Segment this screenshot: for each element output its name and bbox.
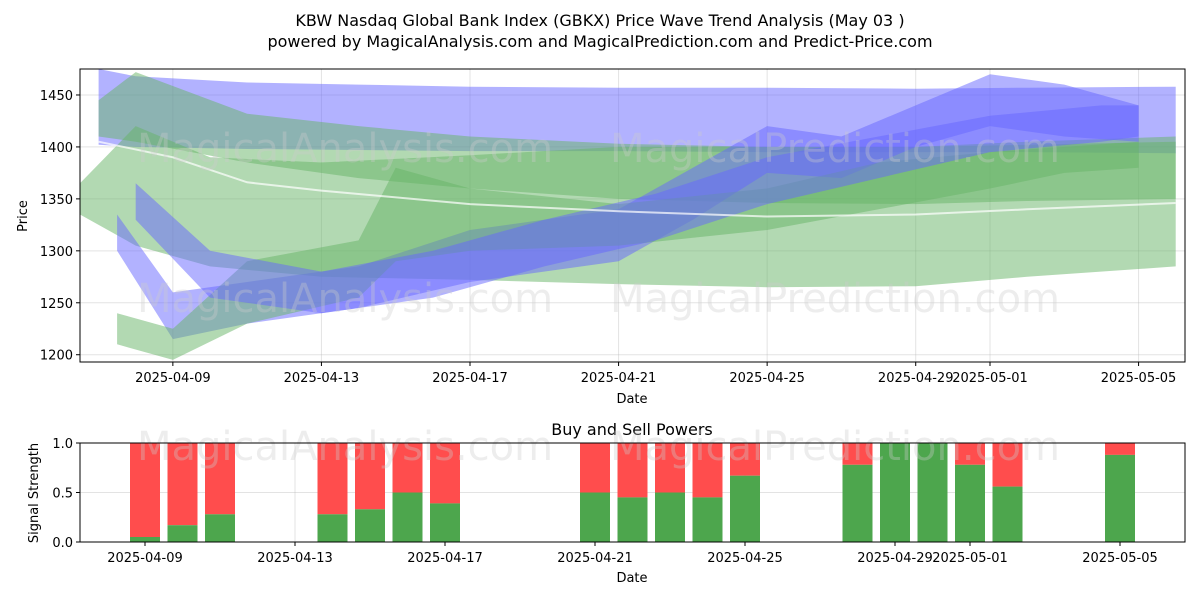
price-x-label: Date xyxy=(616,392,647,407)
buy-bar xyxy=(692,497,723,542)
sell-bar xyxy=(430,443,460,504)
price-band-5 xyxy=(117,141,1139,360)
price-x-tick-label: 2025-05-05 xyxy=(1101,371,1177,386)
trend-line-path xyxy=(98,140,1176,218)
price-y-tick-label: 1350 xyxy=(40,193,73,208)
watermark-4: MagicalPrediction.com xyxy=(610,276,1060,322)
trend-line xyxy=(98,140,1176,218)
signal-x-tick-label: 2025-04-29 xyxy=(857,551,933,566)
buy-bar xyxy=(992,486,1023,542)
sell-bar xyxy=(617,443,648,498)
buy-bar xyxy=(1105,454,1135,542)
sell-bar xyxy=(655,443,685,493)
buy-bar xyxy=(130,537,160,542)
buy-bar xyxy=(617,497,648,542)
buy-bar xyxy=(205,514,235,542)
sell-bar xyxy=(355,443,385,510)
buy-bar xyxy=(880,443,910,542)
sell-bar xyxy=(130,443,160,537)
price-y-tick-label: 1200 xyxy=(40,349,73,364)
watermark-3: MagicalAnalysis.com xyxy=(137,276,553,322)
signal-y-ticks: 0.0 0.5 1.0 xyxy=(52,437,80,551)
signal-x-label: Date xyxy=(616,571,647,586)
buy-bar xyxy=(317,514,348,542)
signal-x-tick-label: 2025-04-09 xyxy=(107,551,183,566)
price-y-label: Price xyxy=(16,200,31,232)
chart-title: KBW Nasdaq Global Bank Index (GBKX) Pric… xyxy=(295,11,904,30)
signal-y-tick-label: 1.0 xyxy=(52,437,73,452)
price-x-tick-label: 2025-04-09 xyxy=(135,371,211,386)
buy-bar xyxy=(842,464,873,542)
price-bands xyxy=(80,69,1176,360)
signal-title: Buy and Sell Powers xyxy=(551,420,713,439)
signal-x-tick-label: 2025-05-01 xyxy=(932,551,1008,566)
chart-subtitle: powered by MagicalAnalysis.com and Magic… xyxy=(267,32,932,51)
sell-bar xyxy=(580,443,610,493)
price-y-tick-label: 1400 xyxy=(40,141,73,156)
sell-bar xyxy=(842,443,873,465)
signal-y-label: Signal Strength xyxy=(27,443,42,543)
price-y-tick-label: 1300 xyxy=(40,245,73,260)
sell-bar xyxy=(1105,443,1135,455)
price-x-tick-label: 2025-05-01 xyxy=(952,371,1028,386)
signal-x-tick-label: 2025-04-25 xyxy=(707,551,783,566)
price-x-tick-label: 2025-04-17 xyxy=(432,371,508,386)
sell-bar xyxy=(955,443,985,465)
signal-panel: Buy and Sell Powers MagicalAnalysis.com … xyxy=(27,420,1186,586)
sell-bar xyxy=(392,443,423,493)
price-band-6 xyxy=(135,105,1139,314)
buy-bar xyxy=(655,492,685,542)
watermark-5: MagicalAnalysis.com xyxy=(137,424,553,470)
watermark-6: MagicalPrediction.com xyxy=(610,424,1060,470)
signal-y-tick-label: 0.0 xyxy=(52,536,73,551)
buy-bar xyxy=(917,443,948,542)
price-y-tick-label: 1250 xyxy=(40,297,73,312)
signal-x-tick-label: 2025-04-13 xyxy=(257,551,333,566)
buy-bar xyxy=(580,492,610,542)
buy-bar xyxy=(430,503,460,542)
buy-bar xyxy=(355,509,385,542)
signal-x-ticks: 2025-04-09 2025-04-13 2025-04-17 2025-04-21… xyxy=(107,542,1158,566)
price-frame xyxy=(79,68,1186,363)
price-x-tick-label: 2025-04-21 xyxy=(581,371,657,386)
signal-y-tick-label: 0.5 xyxy=(52,487,73,502)
signal-x-tick-label: 2025-04-21 xyxy=(557,551,633,566)
sell-bar xyxy=(692,443,723,498)
sell-bar xyxy=(317,443,348,515)
watermark-1: MagicalAnalysis.com xyxy=(137,126,553,172)
buy-bar xyxy=(730,475,760,542)
price-x-tick-label: 2025-04-13 xyxy=(284,371,360,386)
price-x-ticks: 2025-04-09 2025-04-13 2025-04-17 2025-04-21… xyxy=(135,362,1176,386)
price-y-ticks: 1200 1250 1300 1350 1400 1450 xyxy=(40,89,80,364)
price-y-tick-label: 1450 xyxy=(40,89,73,104)
sell-bar xyxy=(167,443,198,526)
price-x-tick-label: 2025-04-29 xyxy=(878,371,954,386)
buy-bar xyxy=(392,492,423,542)
price-x-tick-label: 2025-04-25 xyxy=(729,371,805,386)
signal-x-tick-label: 2025-05-05 xyxy=(1082,551,1158,566)
sell-bar xyxy=(730,443,760,476)
sell-bar xyxy=(205,443,235,515)
watermark-2: MagicalPrediction.com xyxy=(610,126,1060,172)
sell-bar xyxy=(992,443,1023,487)
buy-bar xyxy=(955,464,985,542)
signal-x-tick-label: 2025-04-17 xyxy=(407,551,483,566)
signal-bars xyxy=(130,443,1135,542)
price-panel: MagicalAnalysis.com MagicalPrediction.co… xyxy=(16,68,1186,407)
buy-bar xyxy=(167,525,198,542)
